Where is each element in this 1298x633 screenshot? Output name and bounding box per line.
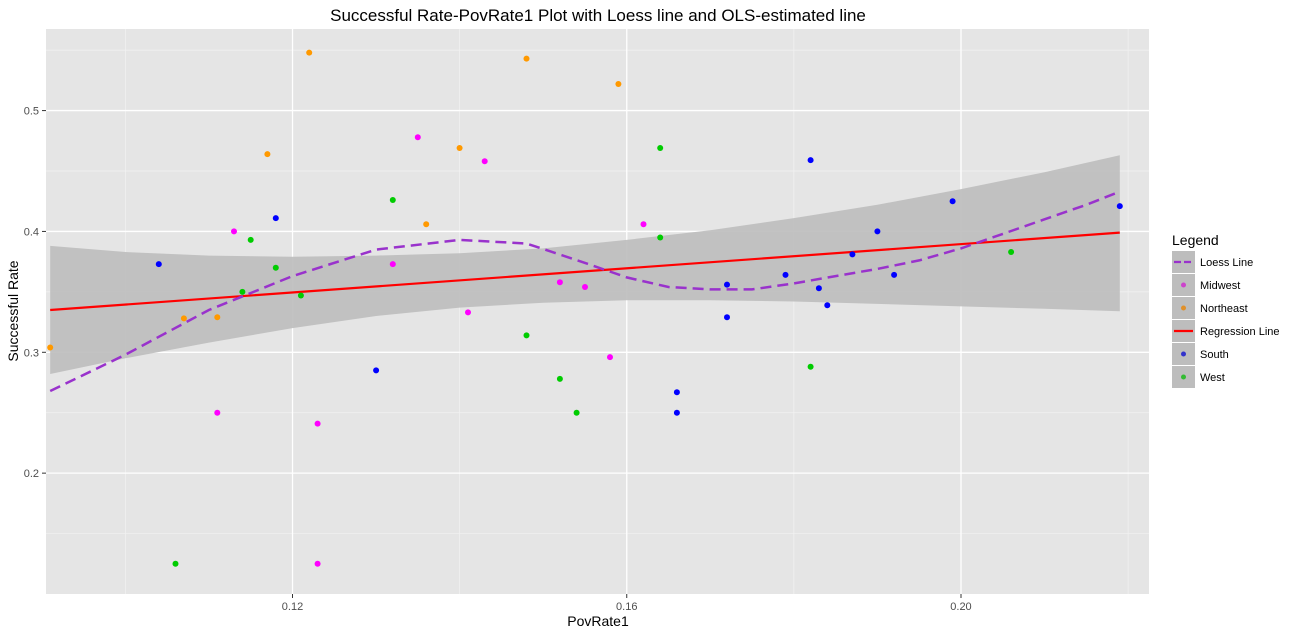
legend-label-west: West: [1200, 372, 1225, 384]
x-tick-label: 0.16: [616, 601, 637, 613]
point-south: [724, 281, 730, 288]
point-northeast: [523, 55, 530, 62]
regression-layer: [50, 231, 1120, 312]
point-midwest: [314, 560, 321, 567]
legend-symbol-northeast: [1181, 305, 1186, 311]
y-tick-label: 0.2: [24, 468, 39, 480]
point-south: [673, 389, 680, 396]
point-midwest: [582, 284, 588, 290]
point-midwest: [314, 420, 321, 427]
point-south: [1116, 203, 1123, 210]
confidence-band-layer: [50, 155, 1120, 374]
legend-key-loess-line: [1172, 251, 1195, 273]
point-west: [239, 288, 246, 295]
point-west: [247, 236, 254, 243]
point-west: [172, 560, 179, 567]
point-west: [272, 264, 279, 271]
y-axis-title: Successful Rate: [5, 260, 21, 361]
legend-label-loess-line: Loess Line: [1200, 257, 1253, 269]
point-west: [657, 145, 664, 151]
point-south: [824, 302, 831, 309]
point-midwest: [465, 309, 471, 316]
point-west: [523, 332, 530, 339]
y-tick-label: 0.5: [24, 106, 39, 118]
x-tick-label: 0.12: [282, 601, 303, 613]
point-west: [573, 409, 580, 416]
legend-label-south: South: [1200, 349, 1229, 361]
point-west: [1008, 249, 1015, 255]
y-tick-label: 0.4: [24, 226, 39, 238]
point-south: [272, 215, 279, 222]
point-south: [815, 285, 822, 292]
legend-label-midwest: Midwest: [1200, 280, 1240, 292]
x-axis-title: PovRate1: [567, 613, 629, 629]
x-axis-ticks: 0.12 0.16 0.20: [282, 594, 972, 613]
point-south: [373, 367, 380, 374]
point-midwest: [389, 261, 396, 268]
point-midwest: [414, 134, 421, 141]
confidence-band: [50, 155, 1120, 374]
point-northeast: [264, 151, 271, 158]
regression-line: [50, 231, 1120, 312]
point-south: [673, 409, 680, 416]
point-south: [724, 314, 730, 321]
point-south: [891, 271, 898, 278]
legend-entries: Loess Line Midwest Northeast Regression Lin…: [1172, 251, 1280, 388]
loess-line: [49, 190, 1121, 393]
point-south: [782, 271, 789, 278]
point-west: [556, 375, 563, 382]
point-south: [874, 228, 881, 235]
point-south: [155, 261, 162, 268]
point-midwest: [556, 279, 563, 286]
point-south: [807, 157, 814, 164]
legend-symbol-west: [1181, 374, 1186, 380]
legend-label-northeast: Northeast: [1200, 303, 1248, 315]
legend-symbol-south: [1181, 351, 1186, 357]
point-northeast: [180, 315, 187, 322]
point-northeast: [214, 314, 221, 321]
point-midwest: [607, 354, 613, 361]
loess-layer: [49, 190, 1121, 393]
point-west: [297, 292, 304, 299]
points-layer: [47, 49, 1123, 567]
point-northeast: [423, 221, 430, 228]
point-northeast: [47, 344, 54, 351]
point-west: [657, 234, 664, 241]
point-south: [849, 251, 856, 258]
point-northeast: [456, 145, 463, 151]
legend-label-regression-line: Regression Line: [1200, 326, 1280, 338]
point-northeast: [306, 49, 313, 56]
legend: Legend Loess Line Midwest Northeast Regress…: [1172, 232, 1280, 388]
point-south: [949, 198, 956, 205]
chart-title: Successful Rate-PovRate1 Plot with Loess…: [330, 6, 866, 25]
legend-title: Legend: [1172, 232, 1219, 248]
legend-symbol-midwest: [1181, 282, 1186, 288]
point-midwest: [231, 228, 237, 235]
y-axis-ticks: 0.2 0.3 0.4 0.5: [24, 106, 46, 480]
y-tick-label: 0.3: [24, 347, 39, 359]
point-west: [389, 197, 396, 203]
point-midwest: [640, 221, 647, 228]
point-west: [807, 363, 814, 370]
point-northeast: [615, 81, 622, 87]
x-tick-label: 0.20: [950, 601, 971, 613]
point-midwest: [214, 409, 221, 416]
point-midwest: [481, 158, 488, 165]
